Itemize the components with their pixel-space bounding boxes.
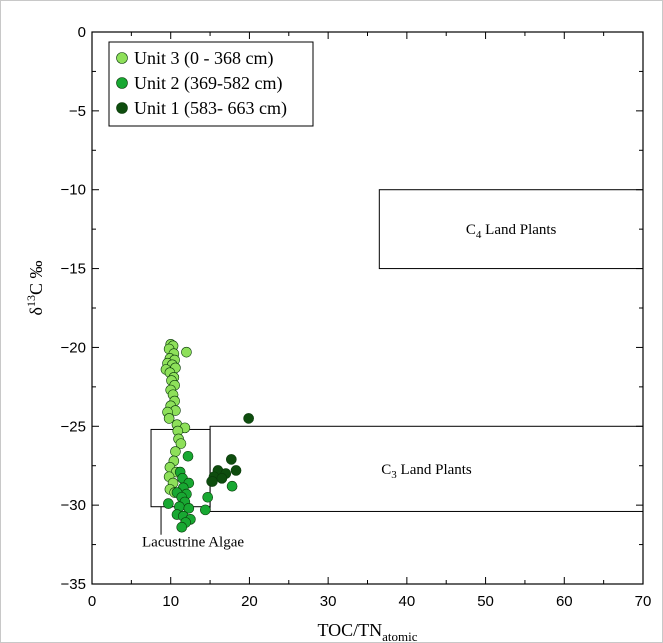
data-point — [200, 504, 211, 516]
data-point — [226, 480, 238, 492]
data-point — [175, 438, 187, 449]
y-tick-label: −5 — [69, 103, 86, 120]
legend-box — [108, 41, 314, 127]
legend-label: Unit 2 (369-582 cm) — [134, 73, 282, 94]
y-tick-label: −15 — [61, 261, 86, 278]
legend-marker — [116, 77, 128, 89]
y-axis-title-sup: 13 — [24, 295, 38, 307]
data-point — [170, 446, 181, 457]
y-tick-label: −10 — [61, 182, 86, 199]
region-label: Lacustrine Algae — [142, 535, 244, 551]
data-point — [183, 502, 195, 514]
legend: Unit 3 (0 - 368 cm) Unit 2 (369-582 cm) Un… — [108, 41, 314, 127]
x-axis-title: TOC/TNatomic — [317, 620, 417, 643]
y-tick-label: −30 — [61, 497, 86, 514]
legend-marker — [116, 102, 128, 114]
data-point — [181, 346, 192, 358]
y-tick-label: −35 — [61, 576, 86, 593]
data-point — [163, 413, 175, 424]
region-label: C3 Land Plants — [381, 462, 472, 481]
legend-marker — [116, 52, 128, 64]
x-tick-label: 30 — [320, 593, 337, 610]
y-tick-label: −25 — [61, 418, 86, 435]
x-axis-title-sub: atomic — [382, 629, 418, 643]
x-tick-label: 40 — [399, 593, 416, 610]
axis-ticks: 0 10 20 30 40 50 60 70 0 −5 −10 −15 −20 −25 −30 −35 — [61, 24, 652, 610]
data-point — [202, 491, 214, 503]
x-tick-label: 0 — [88, 593, 96, 610]
x-axis-title-main: TOC/TN — [317, 620, 382, 640]
data-point — [182, 450, 194, 462]
region-label: C4 Land Plants — [466, 222, 557, 241]
y-axis-title-delta: δ — [26, 307, 46, 315]
legend-label: Unit 3 (0 - 368 cm) — [134, 48, 273, 69]
region-boxes: C4 Land Plants C3 Land Plants Lacustrine A… — [142, 189, 644, 551]
y-tick-label: −20 — [61, 339, 86, 356]
legend-label: Unit 1 (583- 663 cm) — [134, 98, 287, 119]
y-axis-title-main: C ‰ — [26, 261, 46, 296]
data-points — [160, 338, 254, 533]
x-tick-label: 70 — [635, 593, 652, 610]
x-tick-label: 50 — [477, 593, 494, 610]
data-point — [207, 476, 218, 487]
y-tick-label: 0 — [78, 24, 86, 41]
data-point — [230, 465, 242, 476]
x-tick-label: 20 — [241, 593, 258, 610]
x-tick-label: 60 — [556, 593, 573, 610]
data-point — [216, 473, 228, 484]
x-tick-label: 10 — [162, 593, 179, 610]
data-point — [243, 413, 254, 424]
data-point — [226, 454, 237, 465]
data-point — [176, 521, 188, 533]
data-point — [163, 498, 174, 509]
y-axis-title: δ13C ‰ — [24, 261, 46, 316]
